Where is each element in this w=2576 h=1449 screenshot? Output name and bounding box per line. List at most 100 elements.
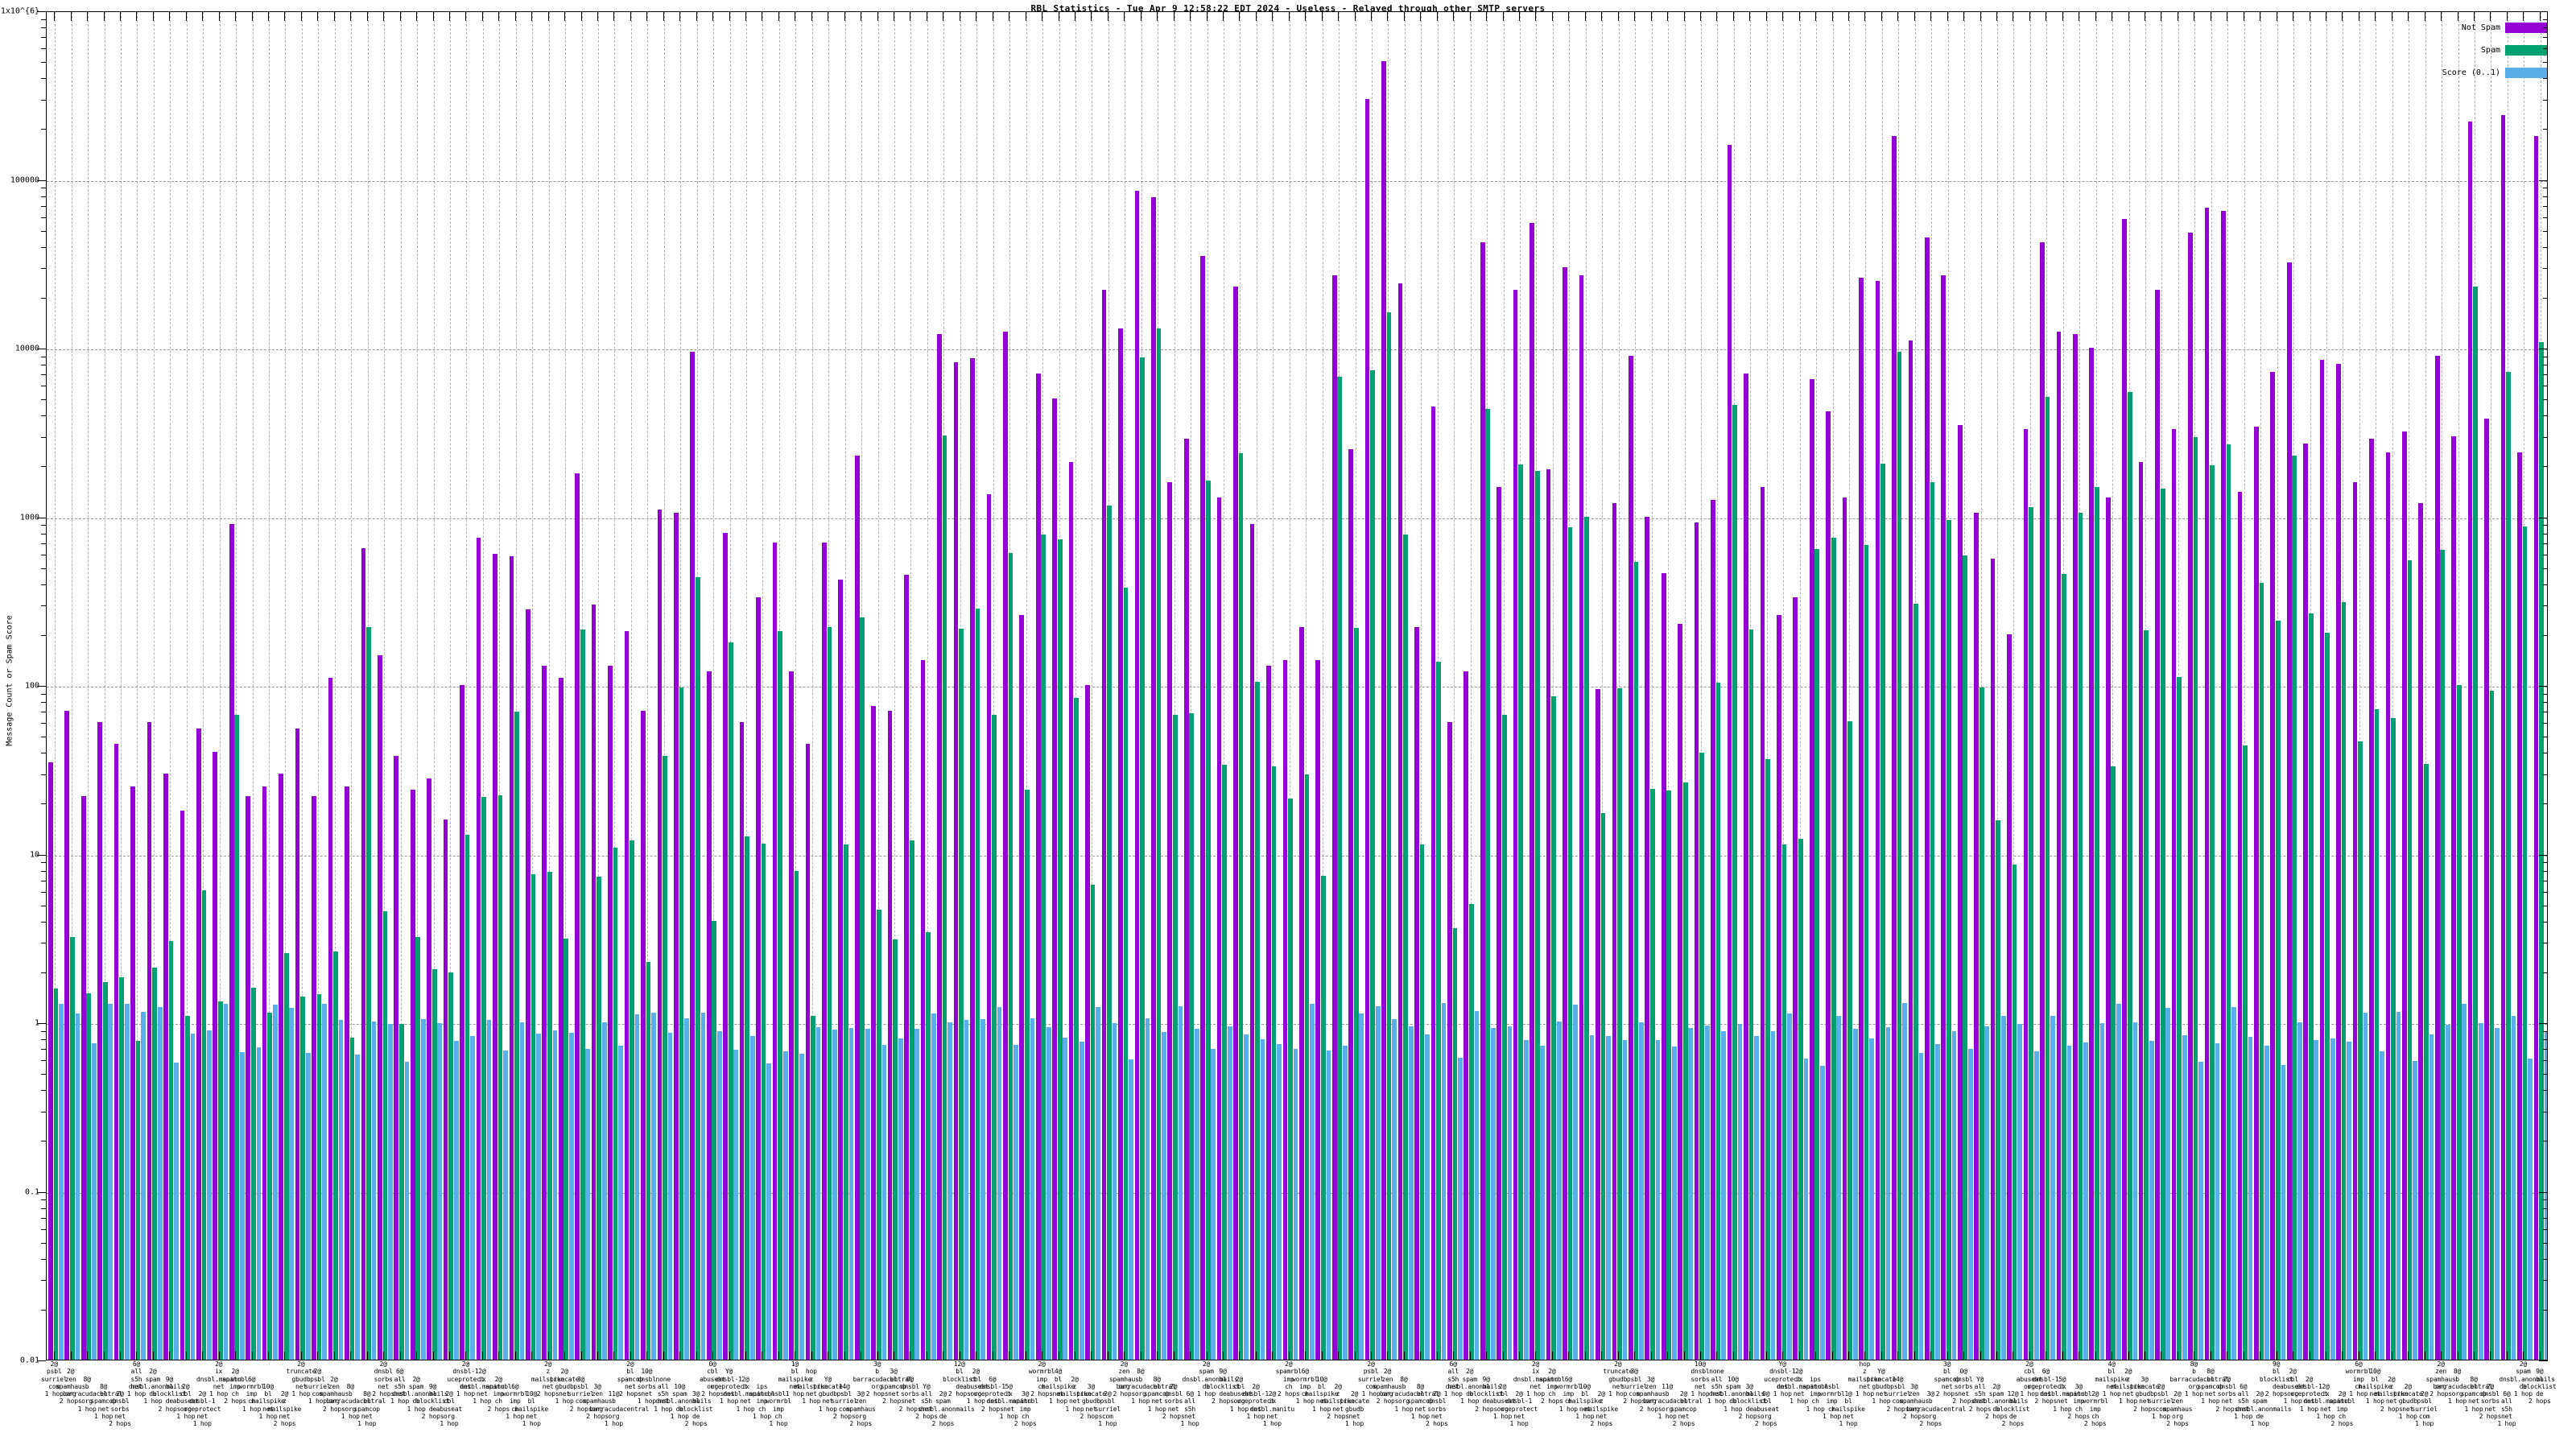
bar-group[interactable] <box>688 12 706 1360</box>
bar-group[interactable] <box>1249 12 1265 1360</box>
bar-group[interactable] <box>1084 12 1100 1360</box>
bar-group[interactable] <box>113 12 130 1360</box>
bar-group[interactable] <box>1512 12 1529 1360</box>
bar-group[interactable] <box>1874 12 1891 1360</box>
bar-group[interactable] <box>1561 12 1578 1360</box>
bar-group[interactable] <box>2268 12 2286 1360</box>
bar-group[interactable] <box>1100 12 1117 1360</box>
bar-group[interactable] <box>1972 12 1990 1360</box>
bar-group[interactable] <box>1067 12 1084 1360</box>
bar-group[interactable] <box>491 12 508 1360</box>
bar-group[interactable] <box>1939 12 1957 1360</box>
bar-group[interactable] <box>1232 12 1249 1360</box>
bar-group[interactable] <box>2219 12 2236 1360</box>
bar-group[interactable] <box>1298 12 1315 1360</box>
bar-group[interactable] <box>1627 12 1644 1360</box>
bar-group[interactable] <box>146 12 163 1360</box>
bar-group[interactable] <box>1808 12 1825 1360</box>
bar-group[interactable] <box>1462 12 1480 1360</box>
bar-group[interactable] <box>573 12 591 1360</box>
bar-group[interactable] <box>1347 12 1364 1360</box>
bar-group[interactable] <box>1216 12 1232 1360</box>
bar-group[interactable] <box>360 12 377 1360</box>
bar-group[interactable] <box>1034 12 1051 1360</box>
bar-group[interactable] <box>2137 12 2154 1360</box>
bar-group[interactable] <box>195 12 212 1360</box>
bar-group[interactable] <box>1397 12 1414 1360</box>
bar-group[interactable] <box>343 12 360 1360</box>
bar-group[interactable] <box>935 12 952 1360</box>
bar-group[interactable] <box>1907 12 1924 1360</box>
bar-group[interactable] <box>787 12 804 1360</box>
bar-group[interactable] <box>1775 12 1792 1360</box>
bar-group[interactable] <box>1018 12 1035 1360</box>
bar-group[interactable] <box>705 12 722 1360</box>
bar-group[interactable] <box>129 12 147 1360</box>
bar-group[interactable] <box>1001 12 1018 1360</box>
bar-group[interactable] <box>2285 12 2302 1360</box>
bar-group[interactable] <box>2005 12 2023 1360</box>
bar-group[interactable] <box>1265 12 1282 1360</box>
bar-group[interactable] <box>376 12 393 1360</box>
bar-group[interactable] <box>1133 12 1150 1360</box>
bar-group[interactable] <box>1117 12 1133 1360</box>
bar-group[interactable] <box>310 12 327 1360</box>
bar-group[interactable] <box>508 12 525 1360</box>
bar-group[interactable] <box>1446 12 1463 1360</box>
bar-group[interactable] <box>2022 12 2039 1360</box>
bar-group[interactable] <box>853 12 870 1360</box>
bar-group[interactable] <box>327 12 344 1360</box>
bar-group[interactable] <box>1841 12 1858 1360</box>
bar-group[interactable] <box>2500 12 2516 1360</box>
bar-group[interactable] <box>442 12 459 1360</box>
bar-group[interactable] <box>1430 12 1447 1360</box>
bar-group[interactable] <box>80 12 97 1360</box>
bar-group[interactable] <box>1611 12 1628 1360</box>
bar-group[interactable] <box>294 12 311 1360</box>
bar-group[interactable] <box>2055 12 2072 1360</box>
bar-group[interactable] <box>952 12 969 1360</box>
bar-group[interactable] <box>919 12 936 1360</box>
bar-group[interactable] <box>590 12 607 1360</box>
bar-group[interactable] <box>96 12 114 1360</box>
bar-group[interactable] <box>2236 12 2253 1360</box>
bar-group[interactable] <box>754 12 772 1360</box>
bar-group[interactable] <box>1791 12 1809 1360</box>
bar-group[interactable] <box>524 12 541 1360</box>
bar-group[interactable] <box>2351 12 2368 1360</box>
bar-group[interactable] <box>1413 12 1430 1360</box>
bar-group[interactable] <box>2071 12 2088 1360</box>
bar-group[interactable] <box>1923 12 1940 1360</box>
bar-group[interactable] <box>2203 12 2220 1360</box>
bar-group[interactable] <box>1380 12 1397 1360</box>
bar-group[interactable] <box>409 12 426 1360</box>
bar-group[interactable] <box>2417 12 2434 1360</box>
bar-group[interactable] <box>2434 12 2450 1360</box>
bar-group[interactable] <box>425 12 443 1360</box>
bar-group[interactable] <box>2038 12 2055 1360</box>
bar-group[interactable] <box>1594 12 1611 1360</box>
bar-group[interactable] <box>1578 12 1595 1360</box>
bar-group[interactable] <box>540 12 558 1360</box>
bar-group[interactable] <box>2384 12 2401 1360</box>
bar-group[interactable] <box>1150 12 1166 1360</box>
bar-group[interactable] <box>2533 12 2547 1360</box>
bar-group[interactable] <box>1693 12 1710 1360</box>
bar-group[interactable] <box>2153 12 2171 1360</box>
bar-group[interactable] <box>2318 12 2335 1360</box>
bar-group[interactable] <box>836 12 854 1360</box>
bar-group[interactable] <box>968 12 985 1360</box>
bar-group[interactable] <box>1199 12 1216 1360</box>
bar-group[interactable] <box>639 12 656 1360</box>
bar-group[interactable] <box>738 12 755 1360</box>
bar-group[interactable] <box>1545 12 1562 1360</box>
bar-group[interactable] <box>1956 12 1973 1360</box>
bar-group[interactable] <box>458 12 475 1360</box>
bar-group[interactable] <box>47 12 64 1360</box>
bar-group[interactable] <box>721 12 739 1360</box>
bar-group[interactable] <box>1314 12 1331 1360</box>
bar-group[interactable] <box>820 12 837 1360</box>
bar-group[interactable] <box>606 12 624 1360</box>
bar-group[interactable] <box>771 12 788 1360</box>
bar-group[interactable] <box>162 12 179 1360</box>
